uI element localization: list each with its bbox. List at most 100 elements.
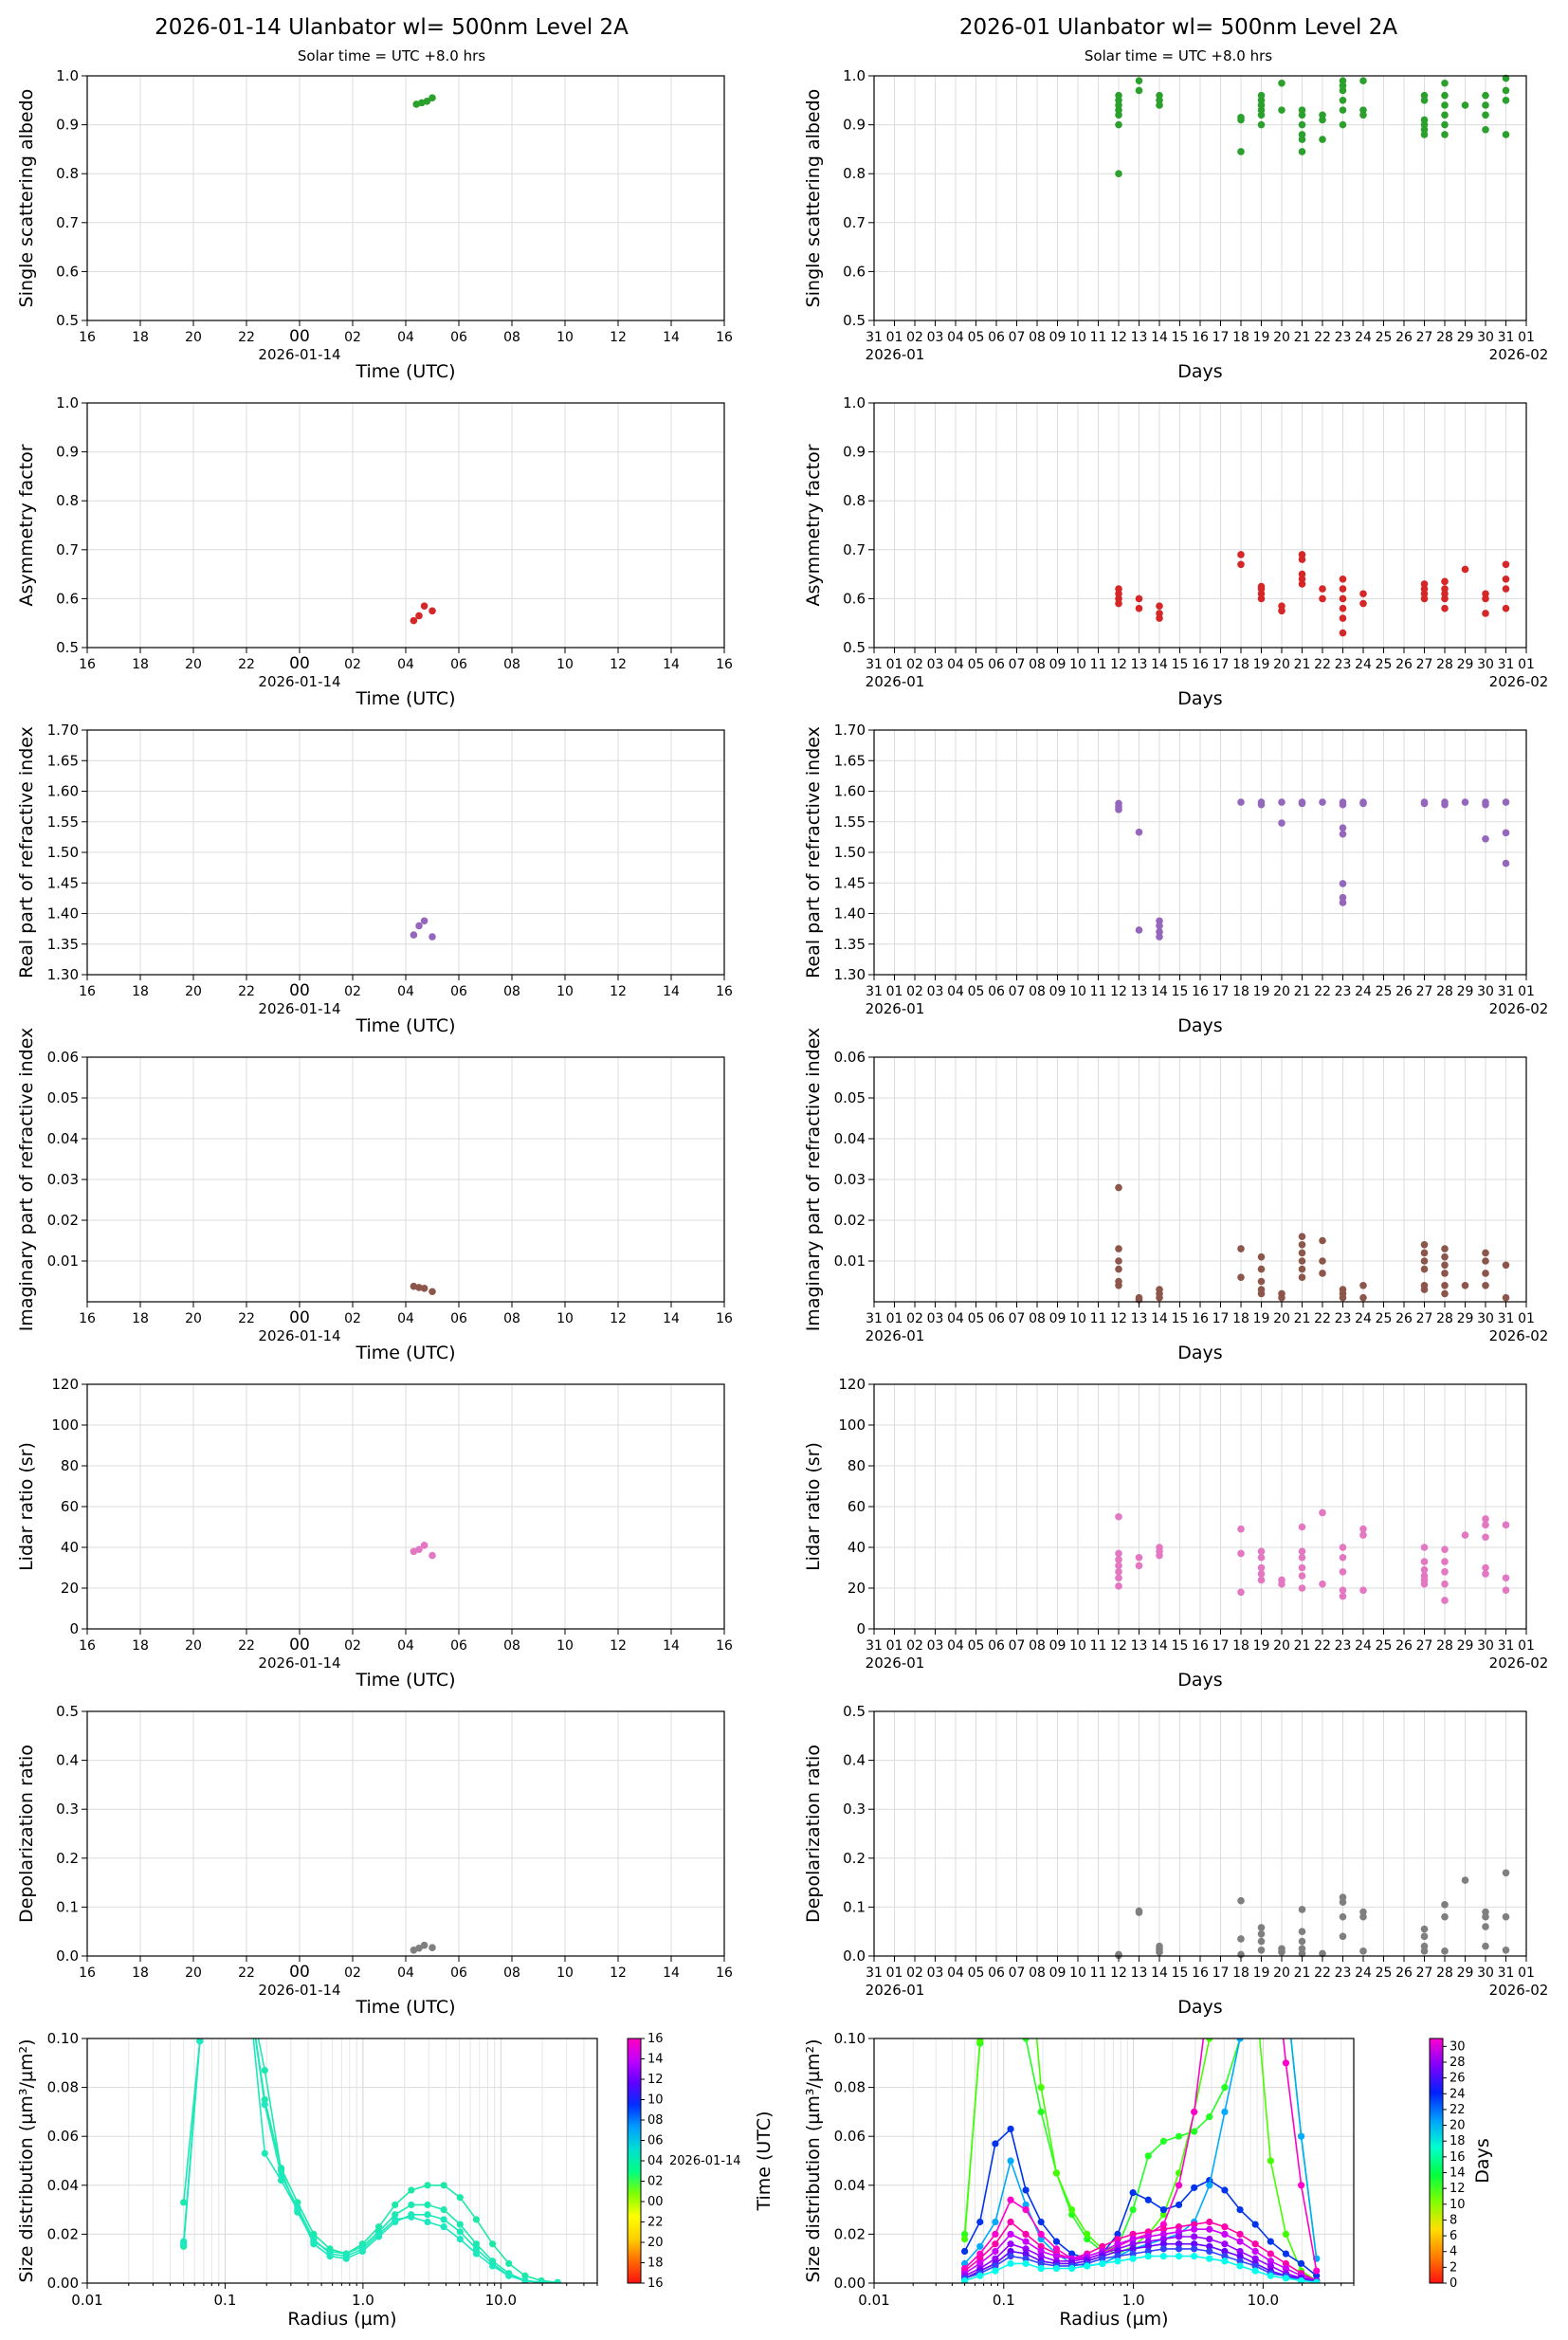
series-point xyxy=(229,1815,236,1821)
daily-ytick-label: 20 xyxy=(61,1580,79,1597)
series-point xyxy=(1206,2255,1213,2262)
x-axis-label: Days xyxy=(1177,688,1222,709)
series-point xyxy=(1283,1986,1289,1993)
series-point xyxy=(1144,2242,1152,2250)
xtick-label: 20 xyxy=(1273,1311,1290,1326)
colorbar xyxy=(1429,2038,1444,2284)
data-point xyxy=(1339,824,1347,832)
colorbar-tick-label: 14 xyxy=(647,2053,664,2067)
data-point xyxy=(1420,1925,1429,1933)
daily-ytick-label: 0.5 xyxy=(56,312,79,329)
data-point xyxy=(1482,1257,1489,1265)
x-axis-label: Days xyxy=(1177,1015,1222,1036)
xtick-label: 16 xyxy=(716,1965,733,1981)
month-end-label: 2026-02 xyxy=(1489,673,1549,690)
xtick-label: 18 xyxy=(132,1638,149,1654)
left-column-title: 2026-01-14 Ulanbator wl= 500nm Level 2A xyxy=(155,15,629,40)
series-point xyxy=(212,1790,219,1797)
xtick-label: 11 xyxy=(1090,657,1107,672)
series-point xyxy=(1007,2157,1014,2165)
series-point xyxy=(1129,2230,1137,2238)
series-point xyxy=(1191,2240,1198,2248)
plot-frame xyxy=(86,2038,598,2284)
data-point xyxy=(428,1944,436,1952)
series-point xyxy=(1068,2250,1076,2258)
data-point xyxy=(1482,1533,1489,1542)
xtick-label: 15 xyxy=(1172,657,1189,672)
series-point xyxy=(1175,2228,1183,2236)
monthly-ytick-label: 1.0 xyxy=(843,394,866,411)
xtick-label: 22 xyxy=(238,657,255,672)
series-point xyxy=(1114,2235,1121,2243)
xtick-label: 15 xyxy=(1172,984,1189,999)
ytick-label: 0.10 xyxy=(834,2030,866,2047)
series-point xyxy=(961,2235,969,2243)
date-label: 2026-01-14 xyxy=(258,1000,340,1017)
date-label: 2026-01-14 xyxy=(258,1654,340,1672)
data-point xyxy=(1257,1553,1266,1562)
month-start-label: 2026-01 xyxy=(866,1982,925,1999)
data-point xyxy=(1482,1270,1489,1277)
data-point xyxy=(1461,1531,1469,1539)
xtick-label: 19 xyxy=(1253,1638,1270,1654)
xtick-label: 14 xyxy=(663,1638,680,1654)
series-point xyxy=(1236,1790,1243,1797)
series-point xyxy=(1129,2206,1137,2214)
data-point xyxy=(1278,79,1285,87)
data-point xyxy=(1502,604,1510,612)
series-line xyxy=(963,2038,1318,2259)
xtick-label: 02 xyxy=(906,657,923,672)
colorbar-tick-label: 06 xyxy=(647,2134,664,2148)
xtick-label: 06 xyxy=(450,1311,467,1326)
data-point xyxy=(1359,1586,1367,1594)
series-point xyxy=(1114,2258,1121,2265)
series-point xyxy=(456,2228,464,2236)
data-point xyxy=(428,94,436,102)
xtick-label: 02 xyxy=(344,1311,361,1326)
daily-ytick-label: 0.7 xyxy=(56,541,79,558)
series-point xyxy=(1144,2253,1152,2260)
data-point xyxy=(1298,1547,1306,1556)
data-point xyxy=(1482,1912,1489,1921)
xtick-label: 16 xyxy=(79,984,96,999)
monthly-ytick-label: 0.3 xyxy=(843,1801,866,1818)
daily-ytick-label: 0.7 xyxy=(56,214,79,231)
data-point xyxy=(1115,585,1122,593)
data-point xyxy=(1115,1257,1122,1265)
series-point xyxy=(1282,2059,1290,2067)
xtick-label: 01 xyxy=(886,1311,903,1326)
daily-ytick-label: 0.5 xyxy=(56,639,79,656)
xtick-label: 02 xyxy=(906,330,923,345)
month-start-label: 2026-01 xyxy=(866,346,925,363)
series-point xyxy=(1313,2278,1321,2283)
xtick-label: 18 xyxy=(1232,1311,1249,1326)
xtick-label: 03 xyxy=(927,1638,944,1654)
data-point xyxy=(1441,1901,1449,1909)
series-point xyxy=(1252,1912,1259,1919)
xtick-label: 20 xyxy=(1273,1638,1290,1654)
daily-ytick-label: 0.6 xyxy=(56,590,79,607)
daily-ytick-label: 1.55 xyxy=(47,814,79,831)
data-point xyxy=(1502,1912,1510,1921)
series-point xyxy=(521,2276,529,2283)
y-axis-label: Single scattering albedo xyxy=(803,89,824,308)
y-axis-label: Depolarization ratio xyxy=(16,1745,37,1923)
xtick-label: 04 xyxy=(397,984,414,999)
series-point xyxy=(992,2267,999,2275)
series-point xyxy=(992,1790,998,1797)
series-point xyxy=(1206,2247,1213,2256)
monthly-ytick-label: 0.7 xyxy=(843,541,866,558)
data-point xyxy=(1441,1545,1449,1553)
xtick-label: 23 xyxy=(1335,330,1352,345)
data-point xyxy=(1115,1574,1122,1582)
xtick-label: 18 xyxy=(132,1965,149,1981)
month-start-label: 2026-01 xyxy=(866,1000,925,1017)
xtick-label: 02 xyxy=(344,1638,361,1654)
xtick-label: 09 xyxy=(1049,1965,1067,1981)
data-point xyxy=(1319,1580,1326,1588)
series-point xyxy=(1159,2230,1167,2238)
xtick-label: 24 xyxy=(1355,1638,1372,1654)
y-axis-label: Lidar ratio (sr) xyxy=(803,1442,824,1571)
data-point xyxy=(1115,1245,1122,1252)
series-point xyxy=(212,1790,219,1797)
